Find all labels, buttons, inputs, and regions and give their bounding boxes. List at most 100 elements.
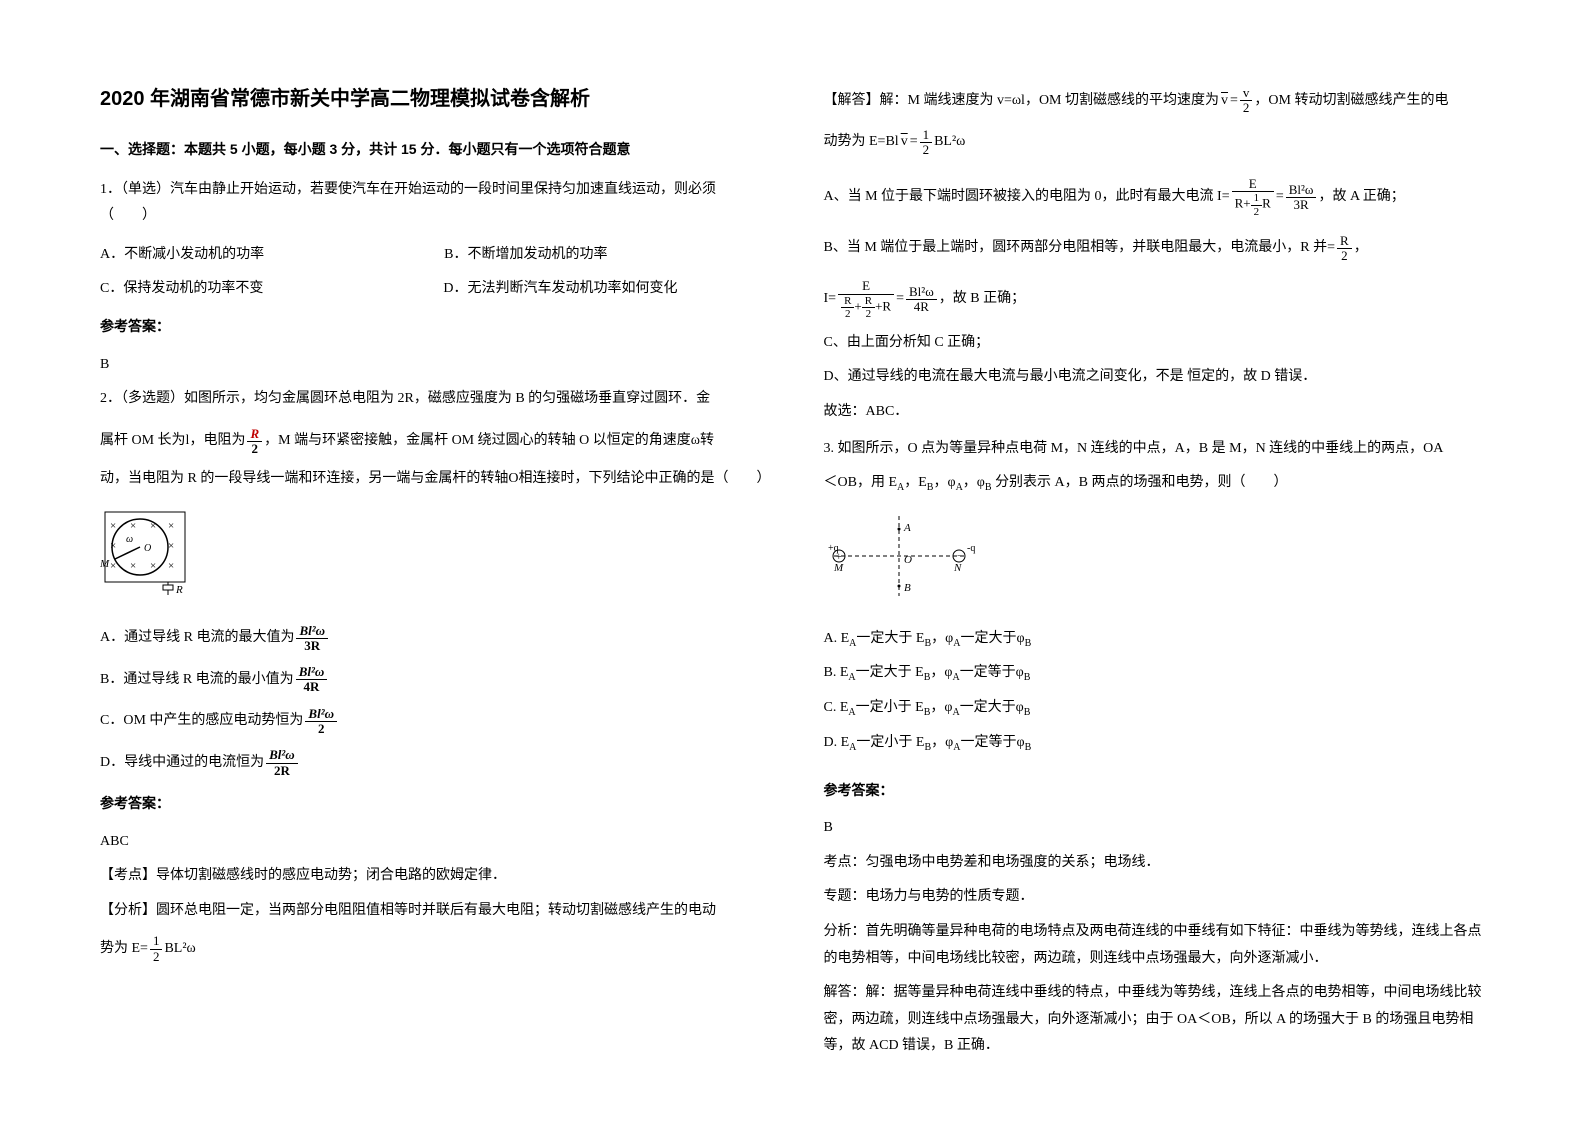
q1-opt-a: A．不断减小发动机的功率	[100, 242, 264, 269]
q2-circuit-diagram: ×× ×× ×× ×× ×× ω O M R	[100, 507, 764, 608]
svg-text:-q: -q	[967, 543, 975, 554]
q3-charge-diagram: + +q M − -q N O A B	[824, 511, 1488, 612]
svg-text:ω: ω	[126, 534, 133, 545]
frac-half-b: 1 2	[920, 128, 933, 158]
svg-text:×: ×	[150, 560, 156, 572]
frac-num: R	[247, 427, 262, 442]
frac-rp: R 2	[1337, 234, 1352, 264]
frac-i2: Bl²ω 4R	[906, 285, 937, 315]
sol-a: A、当 M 位于最下端时圆环被接入的电阻为 0，此时有最大电流 I= E R+1…	[824, 177, 1488, 217]
d: 2	[841, 308, 854, 320]
sol-c: C、由上面分析知 C 正确；	[824, 330, 1488, 357]
fd: 2	[1240, 101, 1253, 115]
fn: E	[838, 279, 894, 294]
n: R	[862, 295, 875, 308]
frac-c: Bl²ω 2	[305, 707, 337, 737]
frac-i1: E R2+R2+R	[838, 279, 894, 319]
q3-fx: 分析：首先明确等量异种电荷的电场特点及两电荷连线的中垂线有如下特征：中垂线为等势…	[824, 919, 1488, 972]
svg-text:×: ×	[168, 540, 174, 552]
fd: 4R	[296, 680, 328, 694]
q3-opt-c: C. EA一定小于 EB，φA一定大于φB	[824, 695, 1488, 722]
vbar: v	[1221, 88, 1228, 115]
fn: Bl²ω	[305, 707, 337, 722]
q2-stem2-pre: 属杆 OM 长为l，电阻为	[100, 428, 245, 455]
fn: 1	[150, 934, 163, 949]
if2: R2	[862, 295, 875, 320]
svg-text:×: ×	[130, 560, 136, 572]
svg-text:×: ×	[168, 520, 174, 532]
svg-text:R: R	[175, 584, 183, 596]
svg-text:×: ×	[110, 560, 116, 572]
sol-p1-post: ，OM 转动切割磁感线产生的电	[1254, 88, 1448, 115]
q1-stem: 1．（单选）汽车由静止开始运动，若要使汽车在开始运动的一段时间里保持匀加速直线运…	[100, 177, 764, 230]
svg-text:×: ×	[110, 540, 116, 552]
q3-kp: 考点：匀强电场中电势差和电场强度的关系；电场线．	[824, 850, 1488, 877]
q2-answer: ABC	[100, 829, 764, 856]
svg-text:M: M	[833, 562, 844, 574]
svg-text:M: M	[100, 558, 110, 570]
q3-stem2: ＜OB，用 EA，EB，φA，φB 分别表示 A，B 两点的场强和电势，则（ ）	[824, 470, 1488, 497]
fn: Bl²ω	[1286, 183, 1317, 198]
fn: Bl²ω	[266, 748, 298, 763]
svg-text:A: A	[903, 522, 911, 534]
q1-options-row1: A．不断减小发动机的功率 B．不断增加发动机的功率	[100, 242, 764, 269]
q3-opt-a: A. EA一定大于 EB，φA一定大于φB	[824, 626, 1488, 653]
fd: 3R	[296, 639, 328, 653]
q2-opt-a: A．通过导线 R 电流的最大值为 Bl²ω 3R	[100, 624, 764, 654]
q2-answer-label: 参考答案：	[100, 792, 764, 819]
opt-a-text: A．通过导线 R 电流的最大值为	[100, 625, 294, 652]
fd: 2	[1337, 249, 1352, 263]
sol-p2-pre: 动势为 E=Bl	[824, 129, 899, 156]
vbar2: v	[901, 129, 908, 156]
q3-answer: B	[824, 815, 1488, 842]
svg-text:+q: +q	[828, 543, 839, 554]
frac-a: Bl²ω 3R	[296, 624, 328, 654]
q2-stem3: 动，当电阻为 R 的一段导线一端和环连接，另一端与金属杆的转轴O相连接时，下列结…	[100, 466, 764, 493]
svg-text:×: ×	[168, 560, 174, 572]
id: 2	[1251, 206, 1263, 218]
q2-fx: 【分析】圆环总电阻一定，当两部分电阻阻值相等时并联后有最大电阻；转动切割磁感线产…	[100, 898, 764, 925]
fd: 2	[920, 143, 933, 157]
frac-b: Bl²ω 4R	[296, 665, 328, 695]
sol-p2-post: BL²ω	[934, 129, 965, 156]
fn: v	[1240, 86, 1253, 101]
right-column: 【解答】解：M 端线速度为 v=ωl，OM 切割磁感线的平均速度为 v = v …	[824, 80, 1488, 1082]
sol-b: B、当 M 端位于最上端时，圆环两部分电阻相等，并联电阻最大，电流最小，R 并=…	[824, 234, 1488, 264]
fd: 3R	[1286, 198, 1317, 212]
fn: Bl²ω	[296, 665, 328, 680]
exam-title: 2020 年湖南省常德市新关中学高二物理模拟试卷含解析	[100, 80, 764, 118]
section-heading: 一、选择题：本题共 5 小题，每小题 3 分，共计 15 分．每小题只有一个选项…	[100, 136, 764, 163]
fn: 1	[920, 128, 933, 143]
q1-opt-c: C．保持发动机的功率不变	[100, 276, 263, 303]
q1-answer-label: 参考答案：	[100, 315, 764, 342]
q3-opt-d: D. EA一定小于 EB，φA一定等于φB	[824, 730, 1488, 757]
fn: Bl²ω	[296, 624, 328, 639]
opt-c-text: C．OM 中产生的感应电动势恒为	[100, 708, 303, 735]
fx2-post: BL²ω	[164, 936, 195, 963]
frac-d: Bl²ω 2R	[266, 748, 298, 778]
q1-opt-b: B．不断增加发动机的功率	[444, 242, 607, 269]
q2-fx2: 势为 E= 1 2 BL²ω	[100, 934, 764, 964]
q1-answer: B	[100, 352, 764, 379]
svg-text:×: ×	[150, 520, 156, 532]
svg-text:B: B	[904, 582, 911, 594]
frac-v2: v 2	[1240, 86, 1253, 116]
opt-d-text: D．导线中通过的电流恒为	[100, 750, 264, 777]
fd: 2R	[266, 764, 298, 778]
d1: R+	[1235, 196, 1251, 211]
q2-stem1: 2．（多选题）如图所示，均匀金属圆环总电阻为 2R，磁感应强度为 B 的匀强磁场…	[100, 386, 764, 413]
n: R	[841, 295, 854, 308]
d: 2	[862, 308, 875, 320]
sol-pick: 故选：ABC．	[824, 399, 1488, 426]
sol-p2: 动势为 E=Bl v = 1 2 BL²ω	[824, 128, 1488, 158]
svg-text:×: ×	[130, 520, 136, 532]
frac-R-over-2: R 2	[247, 427, 262, 457]
svg-text:×: ×	[110, 520, 116, 532]
frac-half: 1 2	[150, 934, 163, 964]
sol-a-post: ，故 A 正确；	[1318, 184, 1404, 211]
svg-text:−: −	[957, 551, 963, 562]
svg-text:N: N	[953, 562, 962, 574]
frac-den: 2	[247, 442, 262, 456]
fn: Bl²ω	[906, 285, 937, 300]
opt-b-text: B．通过导线 R 电流的最小值为	[100, 667, 294, 694]
